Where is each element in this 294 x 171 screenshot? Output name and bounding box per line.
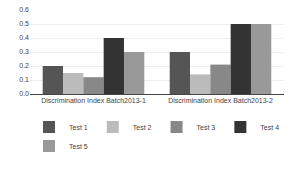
svg-text:Discrimination Index Batch2013: Discrimination Index Batch2013-2 [168, 97, 273, 104]
svg-text:0.4: 0.4 [19, 34, 29, 41]
svg-text:0.6: 0.6 [19, 6, 29, 13]
svg-text:Test 5: Test 5 [69, 143, 88, 150]
svg-text:0.3: 0.3 [19, 48, 29, 55]
svg-text:0.1: 0.1 [19, 76, 29, 83]
svg-text:0.0: 0.0 [19, 90, 29, 97]
svg-text:Discrimination Index Batch2013: Discrimination Index Batch2013-1 [41, 97, 146, 104]
svg-text:0.2: 0.2 [19, 62, 29, 69]
svg-text:Test 1: Test 1 [69, 124, 88, 131]
svg-text:Test 2: Test 2 [133, 124, 152, 131]
svg-text:0.5: 0.5 [19, 20, 29, 27]
svg-text:Test 4: Test 4 [260, 124, 279, 131]
svg-text:Test 3: Test 3 [197, 124, 216, 131]
